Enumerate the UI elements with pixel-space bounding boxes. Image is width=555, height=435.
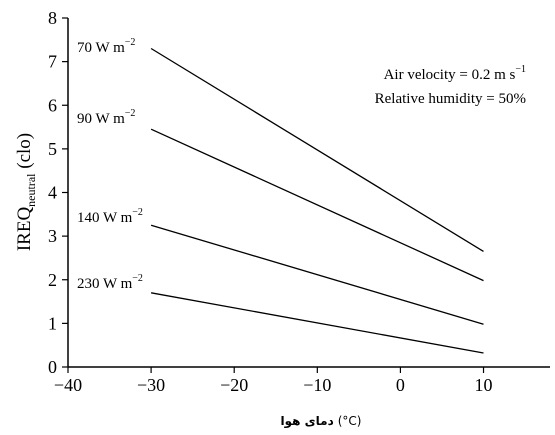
series-label-70: 70 W m−2 xyxy=(77,37,135,56)
y-tick-label: 7 xyxy=(48,52,57,72)
series-label-230: 230 W m−2 xyxy=(77,273,143,292)
y-ticks: 0 1 2 3 4 5 6 7 8 xyxy=(48,8,68,377)
y-tick-label: 0 xyxy=(48,357,57,377)
y-tick-label: 4 xyxy=(48,183,57,203)
x-tick-label: −20 xyxy=(220,375,248,395)
y-tick-label: 5 xyxy=(48,139,57,159)
y-tick-label: 3 xyxy=(48,226,57,246)
x-tick-label: 10 xyxy=(475,375,493,395)
y-tick-label: 6 xyxy=(48,95,57,115)
y-tick-label: 2 xyxy=(48,270,57,290)
series-line-2 xyxy=(150,128,484,282)
series-label-90: 90 W m−2 xyxy=(77,108,135,127)
series-line-1 xyxy=(150,47,484,252)
series-lines xyxy=(150,47,484,354)
x-tick-label: 0 xyxy=(396,375,405,395)
x-axis-label-word: دمای هوا xyxy=(281,414,334,429)
y-tick-label: 1 xyxy=(48,313,57,333)
annotation-relative-humidity: Relative humidity = 50% xyxy=(375,91,526,107)
annotation-air-velocity: Air velocity = 0.2 m s−1 xyxy=(384,64,526,83)
series-line-3 xyxy=(150,224,484,325)
x-axis-label-unit: (°C) xyxy=(338,414,362,428)
x-ticks: −40 −30 −20 −10 0 10 xyxy=(54,367,493,395)
series-label-140: 140 W m−2 xyxy=(77,207,143,226)
y-axis-label: IREQneutral (clo) xyxy=(14,133,38,251)
x-axis-label: دمای هوا (°C) xyxy=(281,414,362,429)
x-tick-label: −30 xyxy=(137,375,165,395)
x-tick-label: −40 xyxy=(54,375,82,395)
x-tick-label: −10 xyxy=(303,375,331,395)
series-line-4 xyxy=(150,292,484,354)
y-tick-label: 8 xyxy=(48,8,57,28)
